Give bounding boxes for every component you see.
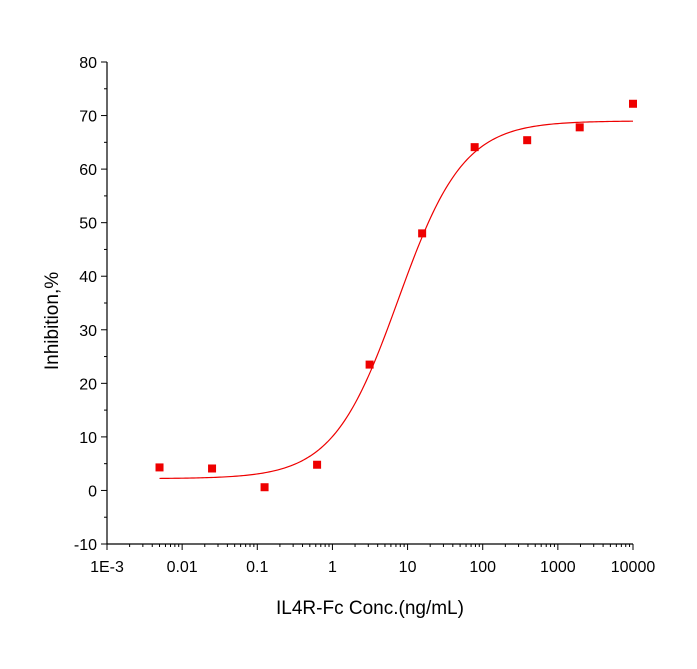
y-axis-title: Inhibition,% [42,272,63,370]
data-point [523,136,532,145]
y-tick-label: 80 [79,55,97,72]
data-point [155,463,164,472]
data-point [313,460,322,469]
data-point [470,143,479,152]
x-tick-label: 1000 [540,559,576,576]
x-tick-label: 10 [399,559,417,576]
y-tick-label: 60 [79,162,97,179]
x-tick-label: 0.01 [167,559,198,576]
x-axis-title: IL4R-Fc Conc.(ng/mL) [276,598,464,619]
y-tick-label: 30 [79,323,97,340]
y-tick-label: -10 [74,537,97,554]
y-tick-label: 40 [79,269,97,286]
x-tick-label: 1E-3 [90,559,124,576]
x-tick-label: 1 [328,559,337,576]
x-tick-label: 10000 [611,559,656,576]
data-point [260,483,269,492]
data-point [365,360,374,369]
y-axis-ticks: -10 0 10 20 30 40 50 60 70 80 [74,55,107,554]
data-point [418,229,427,238]
fit-curve [159,120,634,480]
y-tick-label: 50 [79,216,97,233]
data-point [575,123,584,132]
y-tick-label: 10 [79,430,97,447]
y-tick-label: 20 [79,376,97,393]
plot-area: -10 0 10 20 30 40 50 60 70 80 1E-3 0.01 0.1 1 10 100 10… [74,55,655,576]
x-tick-label: 0.1 [246,559,268,576]
data-point [629,99,637,108]
y-tick-label: 0 [88,483,97,500]
x-axis-ticks: 1E-3 0.01 0.1 1 10 100 1000 10000 [90,544,655,576]
y-tick-label: 70 [79,109,97,126]
x-tick-label: 100 [469,559,496,576]
data-point [208,464,217,473]
data-points [155,99,637,492]
